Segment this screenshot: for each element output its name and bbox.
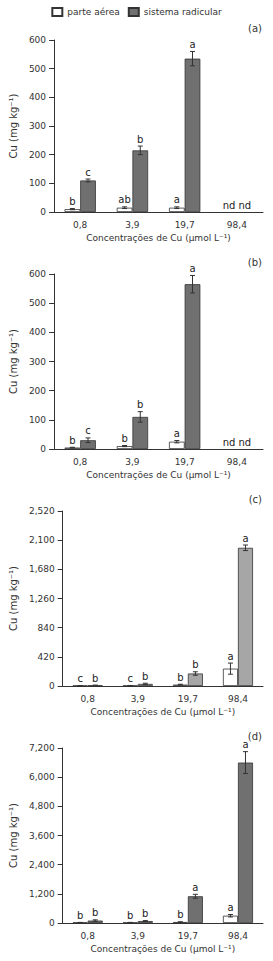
svg-text:Concentrações de Cu (µmol L⁻¹): Concentrações de Cu (µmol L⁻¹) bbox=[86, 470, 231, 480]
svg-text:a: a bbox=[192, 882, 198, 893]
svg-text:3,9: 3,9 bbox=[131, 931, 146, 941]
svg-text:3,9: 3,9 bbox=[125, 457, 140, 467]
svg-text:400: 400 bbox=[29, 92, 46, 102]
svg-text:b: b bbox=[177, 672, 183, 683]
svg-text:300: 300 bbox=[29, 357, 46, 367]
svg-text:1,260: 1,260 bbox=[29, 594, 55, 604]
svg-text:200: 200 bbox=[29, 386, 46, 396]
svg-text:Cu (mg kg⁻¹): Cu (mg kg⁻¹) bbox=[8, 329, 19, 394]
svg-text:c: c bbox=[77, 673, 83, 684]
svg-text:0,8: 0,8 bbox=[81, 931, 96, 941]
svg-text:c: c bbox=[85, 425, 91, 436]
svg-text:a: a bbox=[174, 194, 180, 205]
svg-text:b: b bbox=[142, 908, 148, 919]
svg-text:(b): (b) bbox=[248, 257, 262, 268]
svg-text:3,600: 3,600 bbox=[29, 831, 55, 841]
svg-text:b: b bbox=[142, 671, 148, 682]
svg-text:4,800: 4,800 bbox=[29, 801, 55, 811]
svg-text:600: 600 bbox=[29, 269, 46, 279]
svg-text:500: 500 bbox=[29, 298, 46, 308]
svg-text:a: a bbox=[174, 428, 180, 439]
svg-text:a: a bbox=[242, 739, 249, 751]
svg-text:Cu (mg kg⁻¹): Cu (mg kg⁻¹) bbox=[8, 93, 19, 158]
svg-text:500: 500 bbox=[29, 64, 46, 74]
svg-text:Concentrações de Cu (µmol L⁻¹): Concentrações de Cu (µmol L⁻¹) bbox=[90, 944, 235, 954]
svg-text:98,4: 98,4 bbox=[228, 694, 248, 704]
svg-text:b: b bbox=[92, 673, 98, 684]
svg-text:420: 420 bbox=[37, 652, 54, 662]
svg-text:98,4: 98,4 bbox=[227, 220, 247, 230]
svg-text:1,680: 1,680 bbox=[29, 564, 55, 574]
svg-text:b: b bbox=[177, 909, 183, 920]
svg-text:(c): (c) bbox=[249, 494, 262, 505]
svg-text:2,520: 2,520 bbox=[29, 506, 55, 516]
svg-text:1,200: 1,200 bbox=[29, 889, 55, 899]
svg-text:c: c bbox=[85, 167, 91, 178]
svg-text:parte aérea: parte aérea bbox=[67, 7, 119, 17]
svg-text:b: b bbox=[192, 659, 198, 670]
svg-text:98,4: 98,4 bbox=[228, 931, 248, 941]
svg-text:0: 0 bbox=[49, 681, 55, 691]
svg-text:nd: nd bbox=[238, 437, 251, 448]
svg-text:Cu (mg kg⁻¹): Cu (mg kg⁻¹) bbox=[8, 803, 19, 868]
svg-text:nd: nd bbox=[238, 200, 251, 211]
svg-text:100: 100 bbox=[29, 415, 46, 425]
svg-text:100: 100 bbox=[29, 178, 46, 188]
svg-text:b: b bbox=[137, 399, 143, 410]
svg-text:Concentrações de Cu (µmol L⁻¹): Concentrações de Cu (µmol L⁻¹) bbox=[90, 707, 235, 717]
svg-text:(d): (d) bbox=[248, 731, 262, 742]
svg-text:600: 600 bbox=[29, 35, 46, 45]
svg-text:19,7: 19,7 bbox=[175, 220, 195, 230]
svg-text:3,9: 3,9 bbox=[131, 694, 146, 704]
svg-text:6,000: 6,000 bbox=[29, 772, 55, 782]
svg-text:2,100: 2,100 bbox=[29, 535, 55, 545]
svg-text:b: b bbox=[69, 196, 75, 207]
svg-text:0,8: 0,8 bbox=[73, 457, 88, 467]
svg-text:nd: nd bbox=[223, 437, 236, 448]
svg-text:Concentrações de Cu (µmol L⁻¹): Concentrações de Cu (µmol L⁻¹) bbox=[86, 233, 231, 243]
svg-text:840: 840 bbox=[37, 623, 54, 633]
svg-text:b: b bbox=[127, 910, 133, 921]
svg-text:0: 0 bbox=[49, 918, 55, 928]
svg-text:19,7: 19,7 bbox=[178, 694, 198, 704]
svg-text:0,8: 0,8 bbox=[73, 220, 88, 230]
svg-text:(a): (a) bbox=[248, 23, 262, 34]
svg-text:a: a bbox=[242, 533, 248, 544]
svg-text:a: a bbox=[227, 902, 233, 913]
svg-text:19,7: 19,7 bbox=[178, 931, 198, 941]
svg-text:Cu (mg kg⁻¹): Cu (mg kg⁻¹) bbox=[8, 566, 19, 631]
svg-text:nd: nd bbox=[223, 200, 236, 211]
svg-text:98,4: 98,4 bbox=[227, 457, 247, 467]
svg-text:c: c bbox=[128, 673, 134, 684]
svg-text:2,400: 2,400 bbox=[29, 860, 55, 870]
svg-text:ab: ab bbox=[118, 194, 130, 205]
svg-text:b: b bbox=[92, 907, 98, 918]
svg-text:b: b bbox=[69, 435, 75, 446]
svg-text:0: 0 bbox=[40, 444, 46, 454]
svg-text:a: a bbox=[189, 39, 195, 50]
svg-text:sistema radicular: sistema radicular bbox=[144, 7, 222, 17]
svg-text:300: 300 bbox=[29, 121, 46, 131]
svg-text:19,7: 19,7 bbox=[175, 457, 195, 467]
svg-text:0: 0 bbox=[40, 207, 46, 217]
svg-text:b: b bbox=[137, 134, 143, 145]
svg-text:7,200: 7,200 bbox=[29, 743, 55, 753]
svg-text:a: a bbox=[227, 651, 233, 662]
svg-text:400: 400 bbox=[29, 327, 46, 337]
svg-text:200: 200 bbox=[29, 150, 46, 160]
svg-text:b: b bbox=[77, 910, 83, 921]
svg-text:0,8: 0,8 bbox=[81, 694, 96, 704]
svg-text:b: b bbox=[121, 433, 127, 444]
svg-text:a: a bbox=[189, 263, 195, 274]
svg-text:3,9: 3,9 bbox=[125, 220, 140, 230]
